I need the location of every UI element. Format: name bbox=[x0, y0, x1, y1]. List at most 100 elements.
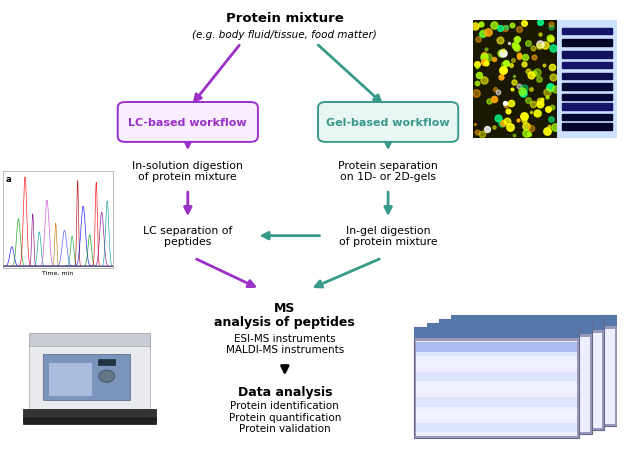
Point bbox=[518, 113, 528, 121]
Point bbox=[535, 98, 545, 106]
Point bbox=[501, 102, 511, 109]
Bar bbox=[416, 343, 577, 352]
FancyBboxPatch shape bbox=[118, 103, 258, 143]
Text: Protein validation: Protein validation bbox=[239, 423, 331, 433]
Bar bbox=[98, 359, 115, 365]
Point bbox=[500, 25, 510, 32]
Bar bbox=[416, 385, 577, 394]
Bar bbox=[416, 346, 577, 356]
Point bbox=[481, 60, 491, 68]
Bar bbox=[562, 63, 612, 69]
Point bbox=[488, 96, 498, 103]
Point bbox=[534, 76, 544, 83]
Point bbox=[535, 19, 545, 27]
Point bbox=[529, 70, 539, 77]
Point bbox=[514, 55, 524, 62]
Point bbox=[500, 100, 510, 108]
Text: Gel-based workflow: Gel-based workflow bbox=[326, 118, 450, 128]
Point bbox=[543, 106, 553, 113]
Point bbox=[476, 21, 486, 28]
Point bbox=[544, 123, 554, 130]
Point bbox=[523, 98, 533, 105]
Point bbox=[511, 45, 521, 53]
Point bbox=[471, 23, 481, 30]
Point bbox=[518, 90, 528, 97]
Point bbox=[515, 27, 525, 34]
Point bbox=[540, 62, 550, 69]
Point bbox=[503, 108, 513, 115]
Point bbox=[526, 109, 536, 116]
Point bbox=[511, 36, 521, 44]
Point bbox=[521, 130, 531, 137]
Point bbox=[498, 67, 508, 74]
Point bbox=[540, 42, 550, 49]
Bar bbox=[426, 324, 592, 334]
Bar bbox=[451, 316, 617, 425]
Point bbox=[502, 118, 512, 125]
Point bbox=[501, 60, 511, 67]
Point bbox=[546, 116, 557, 124]
Point bbox=[490, 86, 500, 94]
Point bbox=[472, 80, 482, 88]
Point bbox=[528, 45, 538, 53]
Bar bbox=[429, 337, 590, 432]
Point bbox=[478, 131, 488, 138]
Point bbox=[493, 89, 503, 97]
Point bbox=[550, 125, 560, 132]
Point bbox=[535, 101, 545, 108]
Point bbox=[510, 74, 520, 81]
Bar bbox=[441, 333, 602, 428]
Point bbox=[545, 36, 555, 43]
Bar bbox=[439, 319, 604, 430]
Point bbox=[508, 57, 518, 64]
Point bbox=[496, 74, 506, 81]
Point bbox=[497, 120, 507, 127]
Point bbox=[506, 22, 516, 29]
Point bbox=[523, 69, 533, 76]
Bar bbox=[562, 115, 612, 121]
Point bbox=[509, 79, 519, 87]
Text: Protein mixture: Protein mixture bbox=[226, 12, 344, 25]
Point bbox=[472, 129, 482, 136]
Point bbox=[547, 104, 557, 112]
Point bbox=[550, 86, 560, 94]
Point bbox=[520, 54, 530, 62]
Point bbox=[519, 86, 529, 93]
Point bbox=[506, 63, 516, 70]
Point bbox=[501, 24, 511, 31]
Point bbox=[514, 52, 524, 59]
Bar bbox=[416, 372, 577, 382]
Bar bbox=[562, 84, 612, 90]
Point bbox=[472, 64, 482, 71]
Text: Protein separation
on 1D- or 2D-gels: Protein separation on 1D- or 2D-gels bbox=[338, 161, 438, 182]
Point bbox=[506, 100, 516, 107]
Point bbox=[520, 61, 530, 68]
Point bbox=[545, 84, 555, 92]
Point bbox=[495, 25, 505, 32]
Bar bbox=[453, 329, 615, 424]
Bar bbox=[414, 328, 580, 338]
Text: In-solution digestion
of protein mixture: In-solution digestion of protein mixture bbox=[132, 161, 244, 182]
Point bbox=[504, 40, 514, 48]
Point bbox=[489, 23, 499, 30]
Point bbox=[510, 36, 520, 43]
Point bbox=[479, 54, 489, 61]
Point bbox=[477, 31, 487, 38]
Point bbox=[523, 40, 533, 48]
Point bbox=[514, 83, 524, 90]
Point bbox=[546, 64, 557, 72]
Bar bbox=[416, 423, 577, 432]
Bar bbox=[562, 40, 612, 47]
Bar bbox=[416, 341, 577, 437]
Point bbox=[533, 44, 543, 51]
Point bbox=[505, 124, 515, 131]
Point bbox=[519, 117, 529, 125]
Text: Protein identification: Protein identification bbox=[230, 400, 339, 410]
Text: MALDI-MS instruments: MALDI-MS instruments bbox=[226, 344, 344, 355]
Point bbox=[546, 21, 556, 29]
Point bbox=[526, 87, 536, 94]
Point bbox=[511, 44, 521, 51]
Point bbox=[526, 72, 536, 80]
Bar bbox=[439, 319, 604, 331]
Point bbox=[537, 96, 547, 104]
